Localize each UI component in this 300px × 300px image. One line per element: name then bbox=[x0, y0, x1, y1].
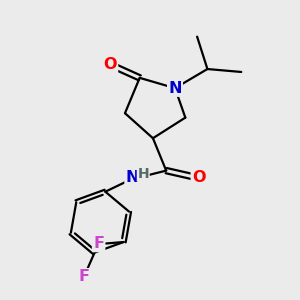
Text: O: O bbox=[192, 170, 205, 185]
Text: H: H bbox=[137, 167, 149, 181]
Text: F: F bbox=[93, 236, 104, 251]
Text: N: N bbox=[126, 170, 139, 185]
Text: O: O bbox=[103, 57, 117, 72]
Text: F: F bbox=[79, 269, 90, 284]
Text: N: N bbox=[168, 81, 182, 96]
